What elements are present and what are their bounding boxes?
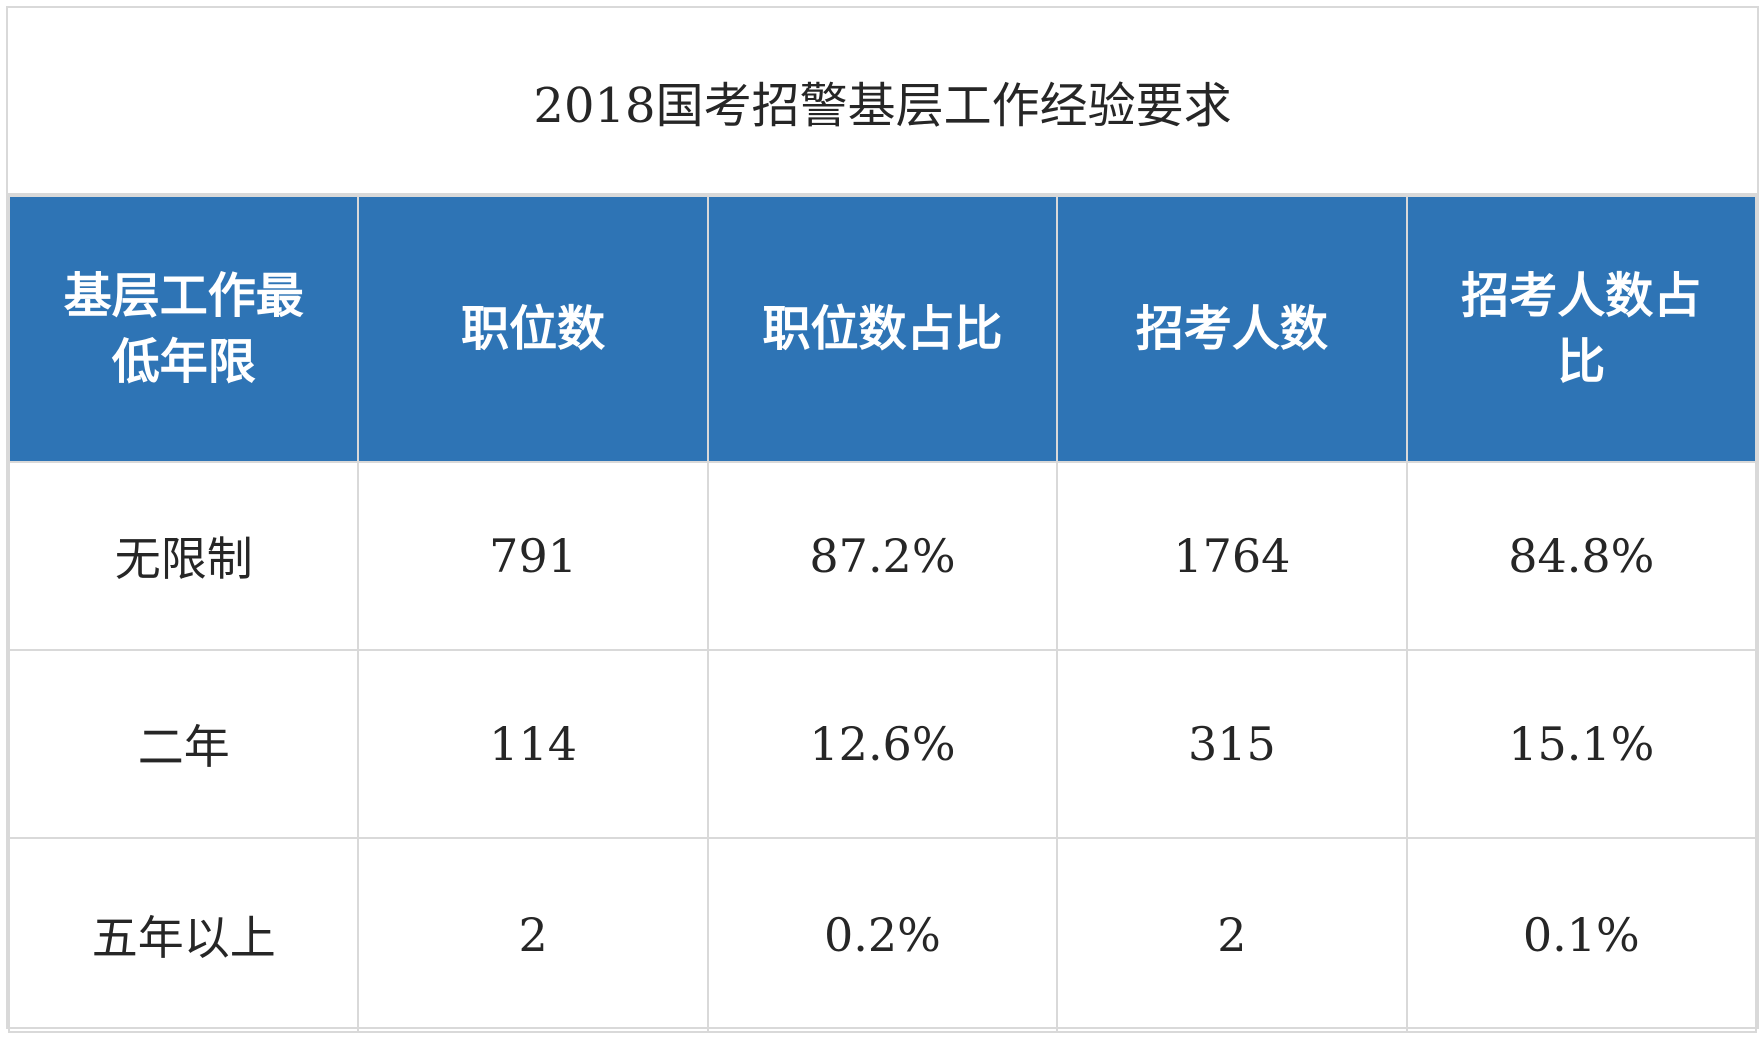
cell-recruit-share: 15.1% bbox=[1405, 649, 1758, 839]
table-row: 五年以上 2 0.2% 2 0.1% bbox=[7, 837, 1758, 1033]
cell-recruit-share: 84.8% bbox=[1405, 461, 1758, 651]
cell-position-count: 114 bbox=[357, 649, 709, 839]
table-row: 二年 114 12.6% 315 15.1% bbox=[7, 649, 1758, 839]
header-row: 基层工作最低年限 职位数 职位数占比 招考人数 招考人数占比 bbox=[7, 195, 1758, 463]
cell-position-share: 87.2% bbox=[706, 461, 1059, 651]
header-min-years: 基层工作最低年限 bbox=[7, 195, 360, 463]
cell-position-share: 12.6% bbox=[706, 649, 1059, 839]
cell-recruit-count: 315 bbox=[1056, 649, 1408, 839]
table-row: 无限制 791 87.2% 1764 84.8% bbox=[7, 461, 1758, 651]
cell-recruit-count: 2 bbox=[1056, 837, 1408, 1033]
cell-min-years: 无限制 bbox=[7, 461, 360, 651]
work-experience-table: 基层工作最低年限 职位数 职位数占比 招考人数 招考人数占比 无限制 791 8… bbox=[7, 195, 1758, 1033]
cell-position-count: 2 bbox=[357, 837, 709, 1033]
cell-position-share: 0.2% bbox=[706, 837, 1059, 1033]
header-position-share: 职位数占比 bbox=[706, 195, 1059, 463]
header-recruit-count: 招考人数 bbox=[1056, 195, 1408, 463]
cell-min-years: 五年以上 bbox=[7, 837, 360, 1033]
cell-min-years: 二年 bbox=[7, 649, 360, 839]
cell-recruit-share: 0.1% bbox=[1405, 837, 1758, 1033]
header-position-count: 职位数 bbox=[357, 195, 709, 463]
header-recruit-share: 招考人数占比 bbox=[1405, 195, 1758, 463]
cell-position-count: 791 bbox=[357, 461, 709, 651]
cell-recruit-count: 1764 bbox=[1056, 461, 1408, 651]
table-title: 2018国考招警基层工作经验要求 bbox=[8, 8, 1757, 195]
